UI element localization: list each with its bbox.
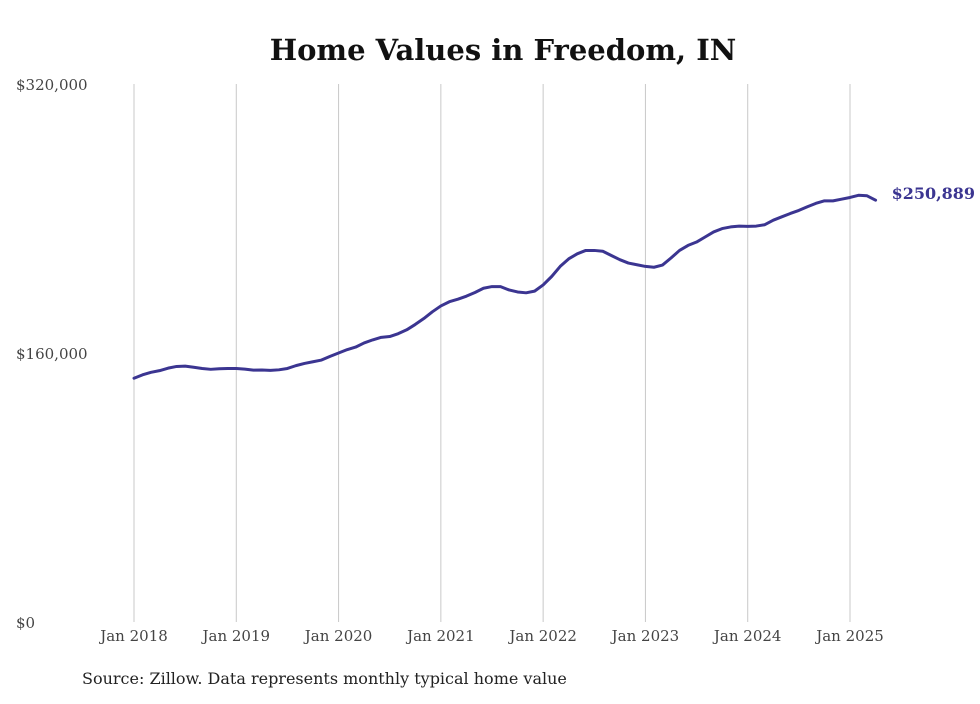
x-tick-label: Jan 2021 <box>405 627 475 645</box>
x-axis-tick-labels: Jan 2018 Jan 2019 Jan 2020 Jan 2021 Jan 2022… <box>98 627 884 645</box>
x-tick-label: Jan 2019 <box>201 627 271 645</box>
chart-title: Home Values in Freedom, IN <box>270 33 737 67</box>
x-tick-label: Jan 2025 <box>814 627 884 645</box>
y-tick-label: $160,000 <box>16 345 88 363</box>
x-tick-label: Jan 2020 <box>303 627 373 645</box>
y-tick-label: $320,000 <box>16 76 88 94</box>
end-value-label: $250,889 <box>892 184 976 203</box>
y-tick-label: $0 <box>16 614 35 632</box>
x-tick-label: Jan 2022 <box>507 627 577 645</box>
y-axis-tick-labels: $0 $160,000 $320,000 <box>16 76 88 632</box>
x-tick-label: Jan 2023 <box>610 627 680 645</box>
source-note: Source: Zillow. Data represents monthly … <box>82 669 567 688</box>
x-tick-label: Jan 2024 <box>712 627 782 645</box>
home-value-series-line <box>132 193 878 380</box>
x-tick-label: Jan 2018 <box>98 627 168 645</box>
vertical-gridlines <box>133 84 851 622</box>
